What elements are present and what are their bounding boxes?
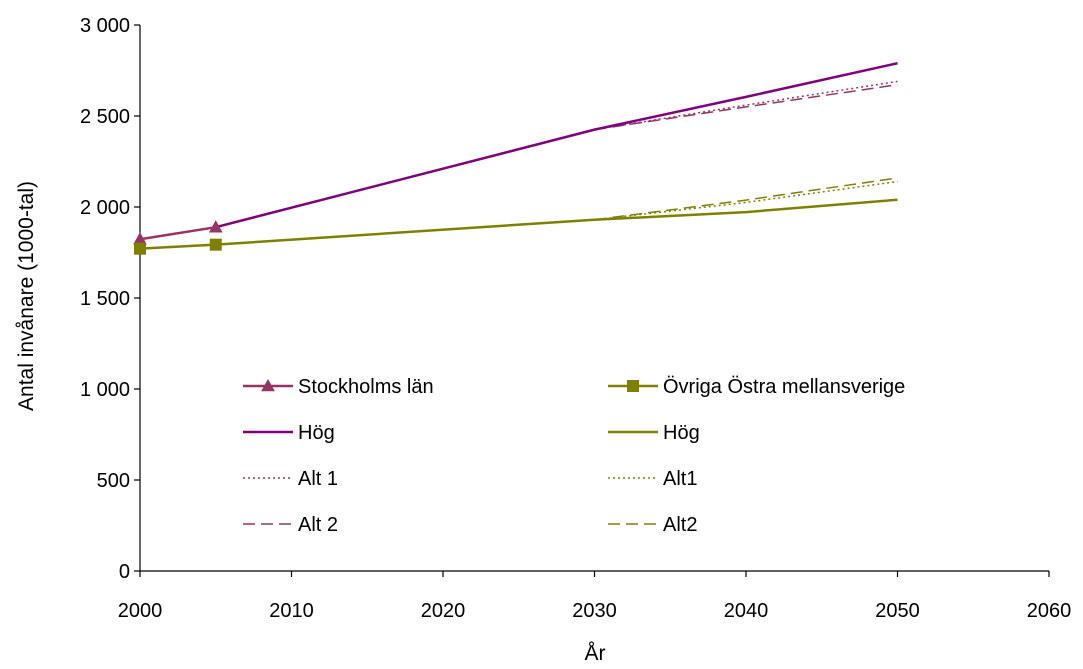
legend-marker xyxy=(261,378,275,392)
series-line xyxy=(594,177,898,221)
legend-label: Stockholms län xyxy=(298,376,434,398)
axes: 0 500 1 000 1 500 2 000 2 500 3 000 2000 2010 202… xyxy=(80,15,1071,622)
legend-label: Hög xyxy=(298,422,335,444)
legend-item: Alt 1 xyxy=(243,468,338,490)
series-6 xyxy=(594,83,898,131)
series-line xyxy=(139,225,216,241)
x-tick-label: 2030 xyxy=(572,600,617,622)
y-tick-label: 2 500 xyxy=(80,106,130,128)
y-tick-label: 0 xyxy=(119,561,130,583)
y-tick-label: 1 000 xyxy=(80,379,130,401)
series-4 xyxy=(594,80,898,131)
legend-item: Hög xyxy=(243,422,335,444)
series-line xyxy=(139,243,216,250)
x-tick-label: 2050 xyxy=(875,600,920,622)
series-line xyxy=(215,198,898,246)
legend-marker xyxy=(627,380,639,392)
series-1 xyxy=(134,238,222,255)
series-line xyxy=(594,83,898,131)
x-tick-label: 2020 xyxy=(421,600,466,622)
data-point-marker xyxy=(209,238,222,251)
legend-label: Alt1 xyxy=(663,468,697,490)
series-line xyxy=(594,80,898,131)
legend-label: Alt2 xyxy=(663,514,697,536)
legend-item: Alt2 xyxy=(608,514,697,536)
legend-item: Alt1 xyxy=(608,468,697,490)
data-point-marker xyxy=(134,242,146,255)
legend: Stockholms län Övriga Östra mellansverige… xyxy=(243,376,905,536)
series-7 xyxy=(594,177,898,221)
y-tick-label: 500 xyxy=(97,470,130,492)
series-0 xyxy=(133,220,223,245)
legend-label: Övriga Östra mellansverige xyxy=(663,376,905,398)
x-axis-title: År xyxy=(585,642,606,664)
legend-item: Alt 2 xyxy=(243,514,338,536)
data-point-marker xyxy=(208,220,223,233)
legend-item: Hög xyxy=(608,422,700,444)
legend-item: Övriga Östra mellansverige xyxy=(608,376,905,398)
series-3 xyxy=(215,198,898,246)
y-tick-label: 3 000 xyxy=(80,15,130,37)
y-tick-label: 2 000 xyxy=(80,197,130,219)
legend-item: Stockholms län xyxy=(243,376,434,398)
legend-label: Alt 1 xyxy=(298,468,338,490)
series-line xyxy=(594,180,898,221)
series-2 xyxy=(215,61,898,229)
series-5 xyxy=(594,180,898,221)
y-axis-title: Antal invånare (1000-tal) xyxy=(15,181,38,411)
series-layer xyxy=(133,61,898,255)
x-tick-label: 2010 xyxy=(269,600,314,622)
y-tick-label: 1 500 xyxy=(80,288,130,310)
legend-label: Alt 2 xyxy=(298,514,338,536)
legend-label: Hög xyxy=(663,422,700,444)
x-tick-label: 2060 xyxy=(1027,600,1072,622)
x-tick-label: 2040 xyxy=(724,600,769,622)
series-line xyxy=(215,61,898,229)
x-tick-label: 2000 xyxy=(118,600,163,622)
